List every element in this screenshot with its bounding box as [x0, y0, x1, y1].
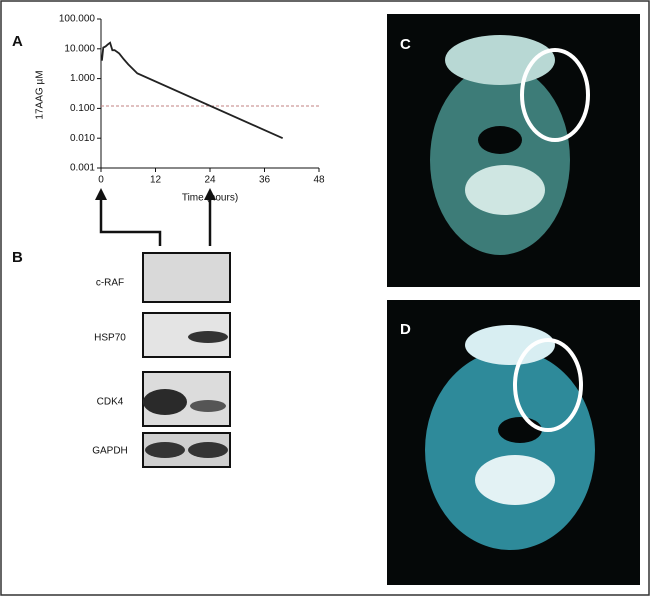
blots	[142, 252, 231, 468]
panel-label: C	[400, 36, 411, 53]
ct-image	[387, 14, 640, 287]
y-tick-label: 100.000	[59, 14, 96, 25]
x-tick-label: 24	[204, 175, 216, 186]
y-tick-label: 0.010	[70, 133, 95, 144]
y-tick-label: 10.000	[64, 43, 95, 54]
x-tick-label: 48	[313, 175, 325, 186]
blot-label: GAPDH	[92, 446, 128, 457]
arrow-head	[95, 188, 107, 200]
arrows	[99, 196, 212, 246]
blot-label: c-RAF	[96, 278, 124, 289]
panel-label: B	[12, 249, 23, 266]
y-axis-title: 17AAG µM	[35, 70, 46, 119]
y-tick-label: 1.000	[70, 73, 95, 84]
blot-label: HSP70	[94, 333, 126, 344]
y-tick-label: 0.001	[70, 163, 95, 174]
bands	[143, 331, 228, 458]
arrow-head	[204, 188, 216, 200]
blot-label: CDK4	[97, 397, 124, 408]
panel-label: D	[400, 321, 411, 338]
panel-label: A	[12, 33, 23, 50]
x-tick-label: 36	[259, 175, 271, 186]
data-line	[101, 41, 284, 140]
ct-image	[387, 300, 640, 585]
x-tick-label: 0	[98, 175, 104, 186]
y-tick-label: 0.100	[70, 103, 95, 114]
x-tick-label: 12	[150, 175, 162, 186]
